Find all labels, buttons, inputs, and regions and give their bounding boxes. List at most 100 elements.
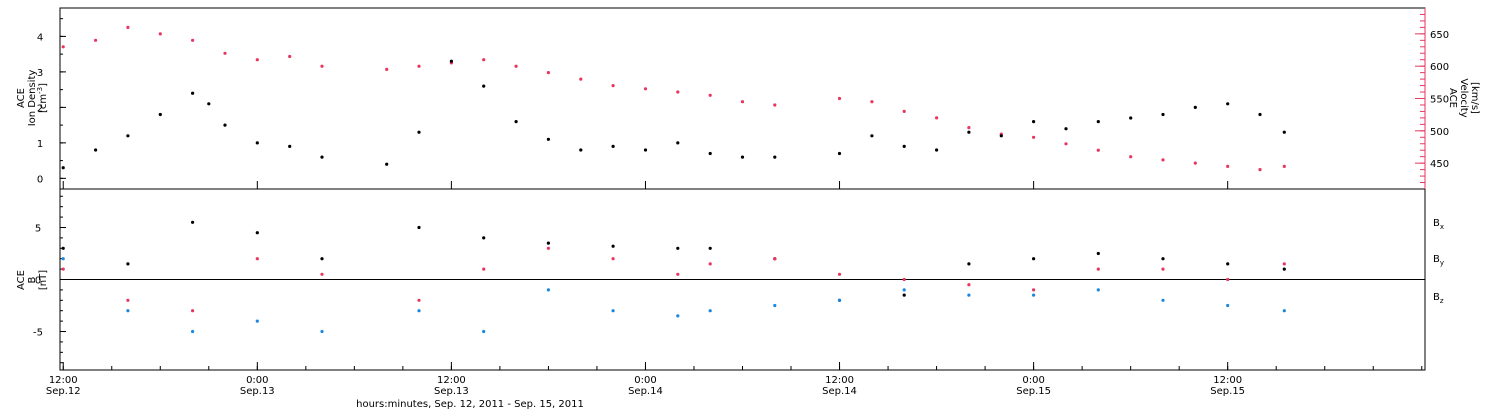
velocity-point <box>61 45 65 49</box>
density-point <box>61 166 65 170</box>
density-point <box>1129 116 1133 120</box>
velocity-tick-label: 600 <box>1430 62 1449 73</box>
bz-point <box>773 257 777 261</box>
velocity-point <box>514 64 518 68</box>
bz-point <box>837 272 842 276</box>
velocity-point <box>158 32 162 36</box>
bz-point <box>902 277 906 282</box>
bz-point <box>1161 267 1165 271</box>
bx-point <box>255 231 259 235</box>
bz-point <box>255 257 259 261</box>
bz-point <box>546 246 551 250</box>
x-tick-time: 0:00 <box>246 375 268 386</box>
density-point <box>1161 112 1165 117</box>
velocity-point <box>611 84 615 88</box>
x-tick-time: 0:00 <box>1022 375 1044 386</box>
by-point <box>546 288 551 292</box>
bx-point <box>1096 251 1100 256</box>
bz-point <box>611 257 615 261</box>
density-point <box>1282 130 1286 134</box>
bx-point <box>902 293 906 297</box>
by-point <box>837 298 842 302</box>
bx-point <box>546 241 551 245</box>
density-axis-label-3: [cm-3] <box>36 83 49 113</box>
bx-point <box>191 220 195 224</box>
by-point <box>1032 293 1036 297</box>
velocity-point <box>676 90 680 94</box>
x-tick-time: 12:00 <box>825 375 854 386</box>
velocity-point <box>935 116 939 120</box>
velocity-point <box>546 71 551 75</box>
field-axis-label-3: [nT] <box>38 270 49 290</box>
x-axis-title: hours:minutes, Sep. 12, 2011 - Sep. 15, … <box>356 399 584 410</box>
density-point <box>870 134 874 138</box>
by-point <box>482 329 486 334</box>
bz-point <box>708 262 712 266</box>
bz-point <box>482 267 486 271</box>
density-point <box>837 151 842 156</box>
bx-point <box>708 246 712 250</box>
density-point <box>1064 127 1068 131</box>
by-point <box>967 293 971 297</box>
x-tick-date: Sep.12 <box>46 386 81 397</box>
by-point <box>61 257 65 261</box>
density-point <box>207 102 211 106</box>
bx-point <box>320 257 324 261</box>
bz-point <box>320 272 324 276</box>
velocity-point <box>94 38 98 42</box>
bz-point <box>126 298 130 302</box>
density-point <box>288 144 292 148</box>
density-point <box>126 134 130 138</box>
density-point <box>514 120 518 124</box>
density-point <box>967 130 971 134</box>
by-point <box>902 288 906 292</box>
density-tick-label: 0 <box>37 174 43 185</box>
velocity-point <box>1258 168 1262 172</box>
x-tick-date: Sep.15 <box>1016 386 1051 397</box>
velocity-point <box>740 100 745 104</box>
density-point <box>902 144 906 148</box>
by-point <box>320 329 324 334</box>
velocity-point <box>1193 161 1197 165</box>
bz-point <box>191 309 195 313</box>
x-tick-time: 12:00 <box>437 375 466 386</box>
by-point <box>1282 309 1286 313</box>
density-point <box>935 148 939 152</box>
bz-point <box>1032 288 1036 292</box>
velocity-point <box>223 51 227 55</box>
density-point <box>191 91 195 95</box>
velocity-tick-label: 450 <box>1430 159 1449 170</box>
velocity-point <box>1032 135 1036 139</box>
by-point <box>1161 298 1165 302</box>
bz-point <box>1096 267 1100 271</box>
velocity-point <box>126 25 130 29</box>
velocity-point <box>870 100 874 104</box>
x-tick-date: Sep.15 <box>1210 386 1245 397</box>
density-point <box>643 148 648 152</box>
density-point <box>1258 112 1262 117</box>
velocity-point <box>417 64 421 68</box>
density-point <box>708 151 712 156</box>
density-point <box>417 130 421 134</box>
x-tick-date: Sep.14 <box>822 386 857 397</box>
bz-point <box>967 283 971 287</box>
velocity-tick-label: 500 <box>1430 127 1449 138</box>
density-point <box>611 144 615 148</box>
velocity-point <box>837 96 842 101</box>
velocity-point <box>320 64 324 68</box>
density-axis-label-1: ACE <box>16 88 27 108</box>
density-point <box>320 155 324 159</box>
field-tick-label: 5 <box>35 223 41 234</box>
density-point <box>1096 120 1100 124</box>
velocity-point <box>579 77 583 81</box>
velocity-point <box>1129 155 1133 159</box>
bz-point <box>417 298 421 302</box>
density-point <box>546 137 551 141</box>
velocity-point <box>708 93 712 97</box>
velocity-point <box>288 54 292 59</box>
density-point <box>579 148 583 152</box>
field-tick-label: 0 <box>35 276 41 287</box>
density-point <box>223 123 227 127</box>
legend-bx: Bx <box>1433 218 1444 231</box>
